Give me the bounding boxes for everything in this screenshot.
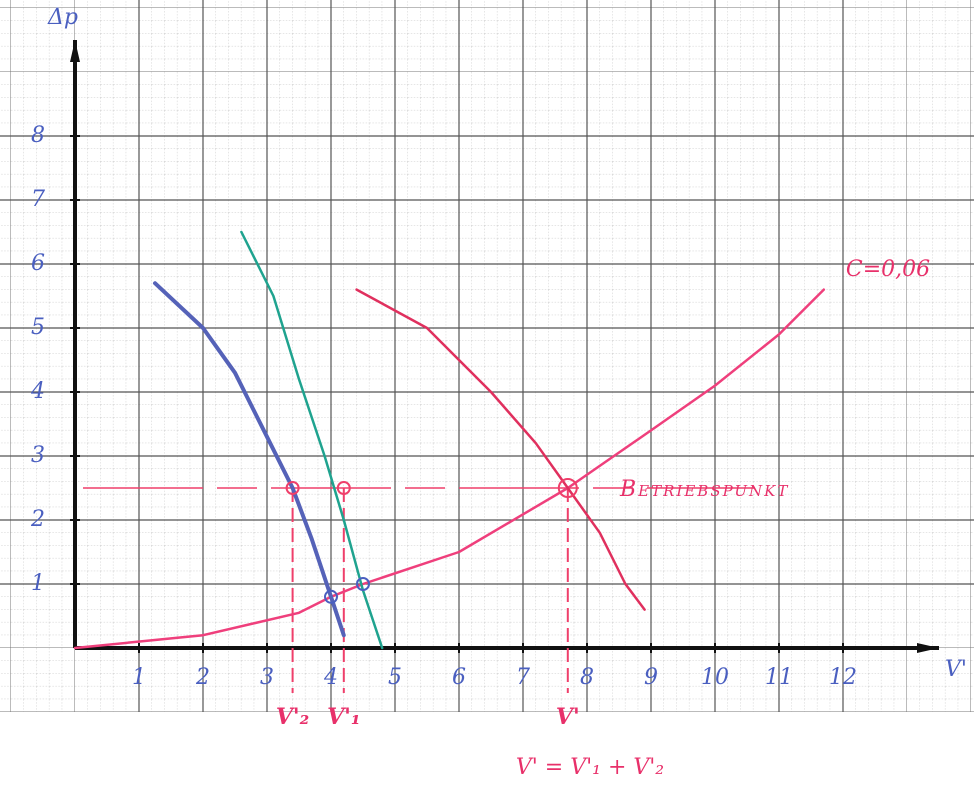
chart: 12345678910111212345678V'₂V'₁V' Δp V' C=… bbox=[0, 0, 974, 796]
x-tick-label: 7 bbox=[516, 665, 530, 690]
x-tick-label: 11 bbox=[765, 665, 793, 690]
y-tick-label: 2 bbox=[30, 507, 45, 532]
y-tick-label: 6 bbox=[31, 251, 45, 276]
x-tick-label: 2 bbox=[195, 665, 210, 690]
x-tick-label: 10 bbox=[701, 665, 729, 690]
x-tick-label: 1 bbox=[132, 665, 146, 690]
y-tick-label: 7 bbox=[31, 187, 45, 212]
x-tick-label: 6 bbox=[452, 665, 466, 690]
y-axis-label: Δp bbox=[47, 5, 78, 30]
x-tick-label: 12 bbox=[829, 665, 857, 690]
y-tick-label: 1 bbox=[31, 571, 45, 596]
reference-label: V'₂ bbox=[276, 704, 309, 730]
y-tick-label: 4 bbox=[30, 379, 45, 404]
graph-paper-major bbox=[0, 0, 974, 712]
y-tick-label: 8 bbox=[31, 123, 45, 148]
y-tick-label: 5 bbox=[31, 315, 45, 340]
x-tick-label: 3 bbox=[260, 665, 274, 690]
x-axis-label: V' bbox=[945, 657, 967, 682]
x-tick-label: 9 bbox=[644, 665, 658, 690]
x-tick-label: 5 bbox=[388, 665, 402, 690]
x-tick-label: 8 bbox=[580, 665, 594, 690]
reference-label: V'₁ bbox=[327, 704, 360, 730]
reference-label: V' bbox=[556, 704, 580, 730]
y-tick-label: 3 bbox=[31, 443, 45, 468]
operating-point-label: Betriebspunkt bbox=[619, 477, 789, 502]
formula: V' = V'₁ + V'₂ bbox=[516, 755, 664, 780]
series-label: C=0,06 bbox=[846, 257, 930, 282]
x-tick-label: 4 bbox=[323, 665, 338, 690]
